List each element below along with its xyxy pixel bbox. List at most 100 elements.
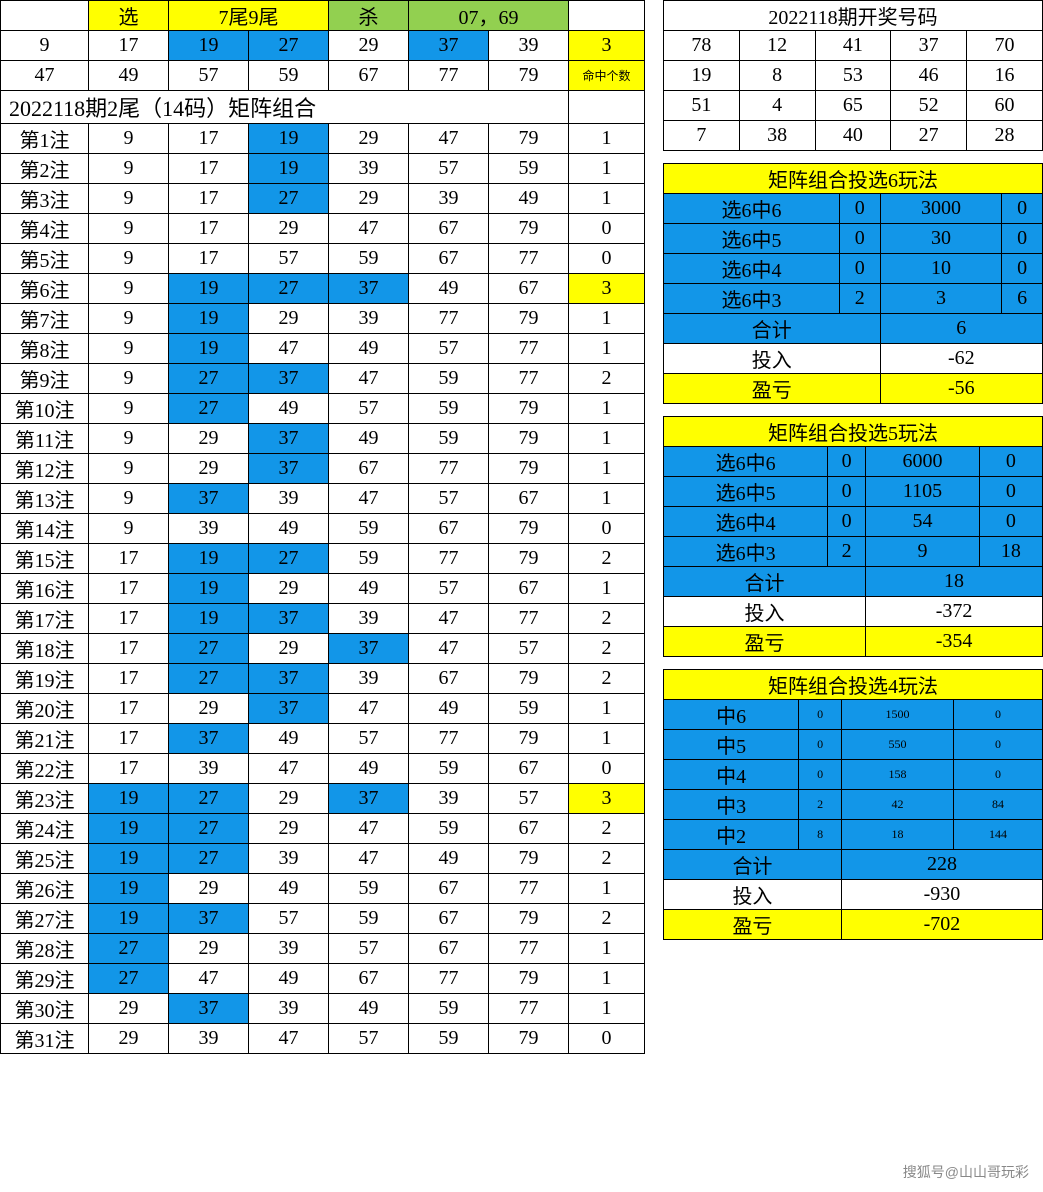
play-label: 选6中5 <box>664 477 828 507</box>
bet-num: 59 <box>409 364 489 394</box>
bet-num: 17 <box>169 244 249 274</box>
bet-num: 29 <box>169 874 249 904</box>
play-title: 矩阵组合投选5玩法 <box>664 417 1043 447</box>
bet-num: 49 <box>489 184 569 214</box>
bet-num: 47 <box>409 604 489 634</box>
play-val: 0 <box>839 254 880 284</box>
bet-count: 0 <box>569 214 645 244</box>
bet-num: 59 <box>329 244 409 274</box>
play-label: 中3 <box>664 790 799 820</box>
play-val: 1500 <box>841 700 953 730</box>
bet-label: 第30注 <box>1 994 89 1024</box>
bet-num: 77 <box>489 244 569 274</box>
bet-num: 39 <box>249 484 329 514</box>
play-val: 0 <box>828 447 866 477</box>
bet-label: 第11注 <box>1 424 89 454</box>
play-row: 选6中6060000 <box>664 447 1043 477</box>
play-val: 0 <box>979 477 1042 507</box>
bet-num: 17 <box>89 544 169 574</box>
bet-num: 9 <box>89 364 169 394</box>
play-val: 3000 <box>880 194 1002 224</box>
bet-label: 第9注 <box>1 364 89 394</box>
bet-num: 77 <box>409 724 489 754</box>
bet-label: 第23注 <box>1 784 89 814</box>
play-label: 选6中4 <box>664 254 840 284</box>
bet-row: 第24注1927294759672 <box>1 814 645 844</box>
bet-row: 第18注1727293747572 <box>1 634 645 664</box>
play-row: 中505500 <box>664 730 1043 760</box>
bet-num: 19 <box>169 574 249 604</box>
draw-cell: 70 <box>967 31 1043 61</box>
bet-label: 第6注 <box>1 274 89 304</box>
bet-row: 第11注929374959791 <box>1 424 645 454</box>
bet-num: 9 <box>89 124 169 154</box>
bet-label: 第4注 <box>1 214 89 244</box>
bet-num: 39 <box>329 154 409 184</box>
play-label: 选6中3 <box>664 284 840 314</box>
bet-row: 第25注1927394749792 <box>1 844 645 874</box>
bet-num: 9 <box>89 424 169 454</box>
bet-num: 37 <box>169 484 249 514</box>
bet-num: 9 <box>89 244 169 274</box>
bet-count: 1 <box>569 154 645 184</box>
bet-num: 79 <box>489 1024 569 1054</box>
bet-num: 19 <box>89 844 169 874</box>
hit-label: 命中个数 <box>569 61 645 91</box>
bet-label: 第20注 <box>1 694 89 724</box>
bet-num: 77 <box>489 934 569 964</box>
bet-count: 1 <box>569 454 645 484</box>
bet-count: 2 <box>569 604 645 634</box>
play-val: 0 <box>799 700 842 730</box>
play-val: 0 <box>799 760 842 790</box>
bet-label: 第3注 <box>1 184 89 214</box>
bet-label: 第7注 <box>1 304 89 334</box>
bet-num: 9 <box>89 184 169 214</box>
bet-num: 17 <box>89 664 169 694</box>
bet-num: 79 <box>489 664 569 694</box>
bet-num: 67 <box>489 484 569 514</box>
bet-num: 9 <box>89 394 169 424</box>
draw-cell: 19 <box>664 61 740 91</box>
draw-cell: 53 <box>815 61 891 91</box>
bet-num: 29 <box>169 454 249 484</box>
bet-num: 37 <box>249 604 329 634</box>
draw-row: 738402728 <box>664 121 1043 151</box>
bet-count: 0 <box>569 514 645 544</box>
tails-label: 7尾9尾 <box>169 1 329 31</box>
play-label: 选6中6 <box>664 194 840 224</box>
play6-table: 矩阵组合投选6玩法选6中6030000选6中50300选6中40100选6中32… <box>663 163 1043 404</box>
top-num: 17 <box>89 31 169 61</box>
bet-num: 57 <box>409 154 489 184</box>
bet-num: 9 <box>89 304 169 334</box>
bet-row: 第15注1719275977792 <box>1 544 645 574</box>
bet-num: 49 <box>409 274 489 304</box>
play-title: 矩阵组合投选4玩法 <box>664 670 1043 700</box>
play-val: 550 <box>841 730 953 760</box>
sha-label: 杀 <box>329 1 409 31</box>
invest-val: -372 <box>866 597 1043 627</box>
bet-label: 第17注 <box>1 604 89 634</box>
bet-num: 47 <box>409 634 489 664</box>
bet-num: 67 <box>329 964 409 994</box>
bet-num: 19 <box>169 274 249 304</box>
bet-num: 39 <box>249 934 329 964</box>
play-val: 0 <box>839 224 880 254</box>
bet-num: 29 <box>249 814 329 844</box>
bet-num: 19 <box>89 784 169 814</box>
draw-cell: 51 <box>664 91 740 121</box>
profit-val: -702 <box>841 910 1042 940</box>
draw-cell: 37 <box>891 31 967 61</box>
play-row: 选6中3236 <box>664 284 1043 314</box>
bet-num: 67 <box>489 274 569 304</box>
play-val: 6 <box>1002 284 1043 314</box>
main-table: 选 7尾9尾 杀 07，69 91719272937393 4749575967… <box>0 0 645 1054</box>
top-num: 67 <box>329 61 409 91</box>
bet-num: 67 <box>409 934 489 964</box>
play-val: 0 <box>979 447 1042 477</box>
bet-label: 第28注 <box>1 934 89 964</box>
draw-row: 514655260 <box>664 91 1043 121</box>
bet-count: 1 <box>569 994 645 1024</box>
play-val: 0 <box>828 477 866 507</box>
bet-num: 17 <box>89 694 169 724</box>
play-row: 选6中50300 <box>664 224 1043 254</box>
